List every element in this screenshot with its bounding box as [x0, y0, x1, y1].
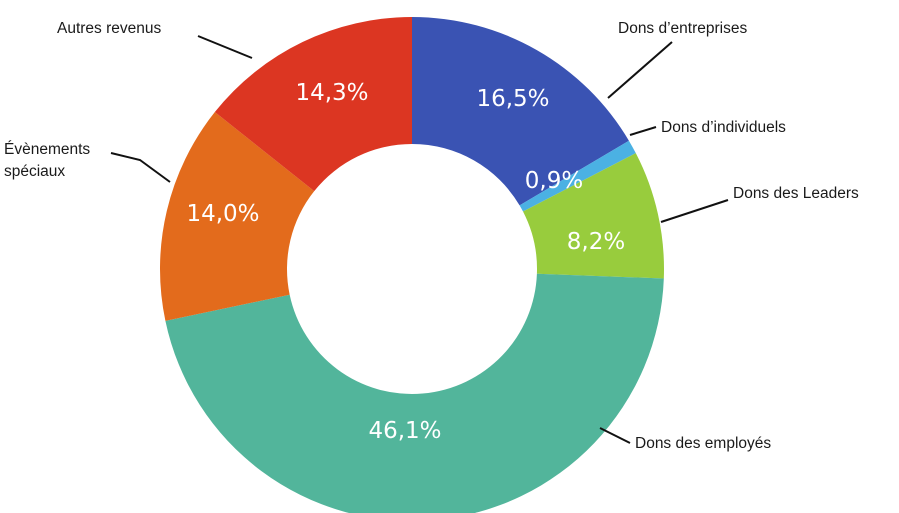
slices-layer	[160, 17, 664, 513]
donut-slice-3	[523, 153, 664, 279]
slice-category-label: Autres revenus	[57, 20, 161, 37]
slice-category-label: Dons d’entreprises	[618, 20, 747, 37]
leader-line	[660, 199, 729, 223]
value-labels-layer: 16,5% 0,9% 8,2% 46,1% 14,0% 14,3%	[186, 80, 625, 444]
slice-category-label: Dons des Leaders	[733, 185, 859, 202]
category-labels-layer: Dons d’entreprises Dons d’individuels Dons…	[4, 20, 859, 452]
leader-line	[607, 41, 673, 99]
donut-slice-4	[165, 273, 664, 513]
donut-slice-1	[412, 17, 629, 206]
leader-line	[197, 35, 253, 59]
leader-lines-layer	[110, 35, 729, 444]
slice-value-label: 14,0%	[186, 201, 259, 227]
donut-slice-2	[519, 140, 636, 212]
donut-slice-5	[160, 112, 315, 321]
slice-value-label: 14,3%	[295, 80, 368, 106]
donut-slice-6	[214, 17, 412, 192]
slice-value-label: 0,9%	[525, 168, 583, 194]
slice-category-label: Évènements spéciaux	[4, 141, 90, 180]
slice-category-label: Dons des employés	[635, 435, 771, 452]
slice-category-label: Dons d’individuels	[661, 119, 786, 136]
slice-value-label: 8,2%	[567, 229, 625, 255]
leader-line	[599, 427, 631, 444]
slice-value-label: 16,5%	[476, 86, 549, 112]
slice-value-label: 46,1%	[368, 418, 441, 444]
leader-line	[110, 152, 171, 183]
leader-line	[629, 126, 657, 136]
